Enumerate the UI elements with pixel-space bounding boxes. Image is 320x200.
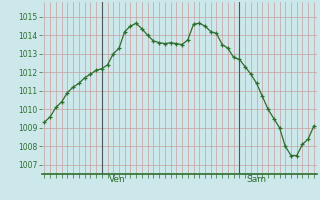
- Text: Ven: Ven: [109, 175, 125, 184]
- Text: Sam: Sam: [246, 175, 266, 184]
